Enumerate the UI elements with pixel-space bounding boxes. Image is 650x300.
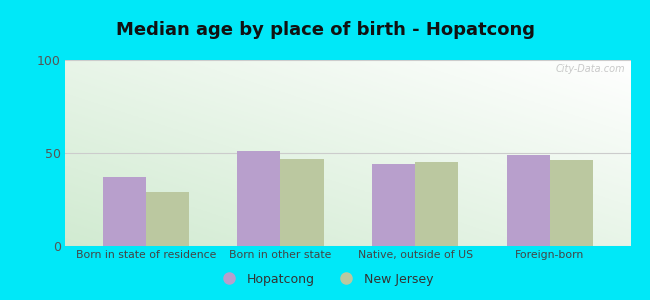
Bar [506, 155, 550, 246]
Bar [146, 192, 189, 246]
Legend: Hopatcong, New Jersey: Hopatcong, New Jersey [212, 268, 438, 291]
Bar [415, 162, 458, 246]
Bar [550, 160, 593, 246]
Bar [237, 151, 280, 246]
Text: Median age by place of birth - Hopatcong: Median age by place of birth - Hopatcong [116, 21, 534, 39]
Bar [372, 164, 415, 246]
Bar [103, 177, 146, 246]
Text: City-Data.com: City-Data.com [555, 64, 625, 74]
Bar [280, 159, 324, 246]
